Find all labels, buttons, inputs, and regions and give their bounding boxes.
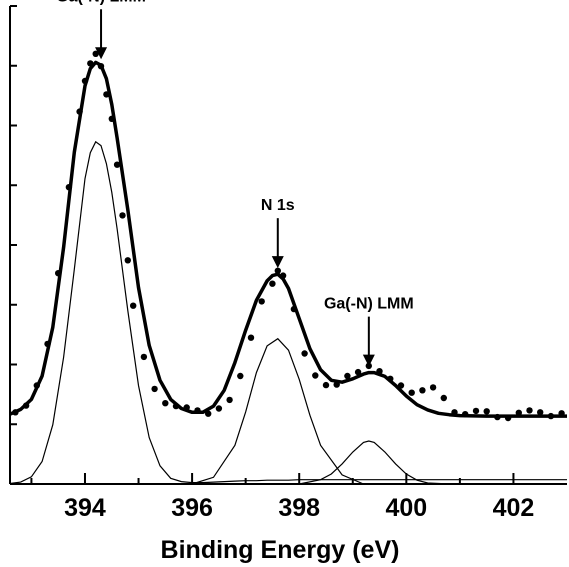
x-tick-label: 394 — [64, 494, 106, 522]
data-point — [81, 77, 89, 85]
data-point — [312, 372, 319, 379]
measured-points — [12, 50, 565, 422]
data-point — [55, 270, 62, 277]
annotation-arrow-head — [95, 47, 108, 60]
data-point — [119, 212, 126, 219]
data-point — [151, 385, 158, 393]
x-tick-labels: 394 396 398 400 402 — [64, 494, 534, 522]
data-point — [65, 184, 73, 191]
annotation-arrow-head — [362, 354, 375, 367]
data-point — [183, 404, 190, 411]
data-point — [387, 375, 394, 382]
data-point — [397, 382, 405, 389]
data-point — [333, 381, 340, 388]
data-point — [494, 413, 501, 421]
data-point — [376, 368, 383, 375]
data-point — [547, 412, 555, 420]
data-point — [462, 411, 469, 418]
x-axis-title: Binding Energy (eV) — [161, 536, 400, 564]
fitted-envelope — [9, 60, 567, 418]
data-point — [215, 405, 223, 412]
data-point — [124, 257, 131, 264]
data-point — [408, 389, 415, 396]
data-point — [44, 340, 51, 348]
data-point — [279, 272, 287, 279]
data-point — [108, 115, 116, 123]
component-peaks — [9, 140, 567, 485]
annotation-arrow-head — [271, 256, 284, 269]
data-point — [301, 350, 308, 357]
data-point — [290, 305, 298, 313]
data-point — [429, 384, 437, 391]
data-point — [526, 407, 533, 414]
peak-annotations: Ga(-N) LMM N 1s Ga(-N) LMM — [56, 0, 414, 367]
x-tick-label: 398 — [278, 494, 320, 522]
data-point — [140, 353, 148, 361]
component-peak-line-2 — [191, 337, 364, 485]
data-point — [451, 409, 458, 416]
data-point — [515, 409, 522, 416]
data-point — [12, 409, 19, 416]
annotation-label: N 1s — [261, 197, 295, 214]
annotation-label: Ga(-N) LMM — [324, 296, 414, 313]
data-point — [504, 414, 512, 422]
data-point — [274, 267, 281, 274]
data-point — [344, 372, 351, 380]
fitted-envelope-line — [9, 60, 567, 418]
data-point — [269, 280, 276, 287]
data-point — [322, 381, 330, 389]
component-peak-line-3 — [299, 440, 450, 485]
data-point — [558, 410, 565, 417]
data-point — [130, 302, 137, 309]
data-point — [483, 408, 490, 415]
data-point — [440, 394, 447, 402]
data-point — [537, 409, 544, 416]
data-point — [247, 334, 255, 341]
data-point — [87, 60, 94, 67]
data-point — [205, 410, 212, 417]
data-point — [92, 50, 99, 57]
data-point — [103, 91, 110, 98]
data-point — [162, 400, 169, 407]
data-point — [22, 402, 30, 409]
data-point — [33, 382, 40, 389]
data-point — [237, 372, 244, 380]
data-point — [113, 161, 121, 168]
data-point — [419, 387, 426, 394]
x-tick-label: 402 — [493, 494, 535, 522]
data-point — [472, 407, 480, 415]
x-tick-label: 400 — [385, 494, 427, 522]
data-point — [194, 407, 201, 414]
data-point — [97, 62, 105, 70]
data-point — [76, 108, 83, 115]
data-point — [226, 396, 233, 404]
axes — [9, 5, 567, 485]
x-tick-label: 396 — [171, 494, 213, 522]
data-point — [258, 298, 265, 305]
data-point — [354, 368, 362, 376]
data-point — [172, 402, 180, 410]
component-peak-line-1 — [9, 140, 567, 485]
annotation-label: Ga(-N) LMM — [56, 0, 146, 5]
